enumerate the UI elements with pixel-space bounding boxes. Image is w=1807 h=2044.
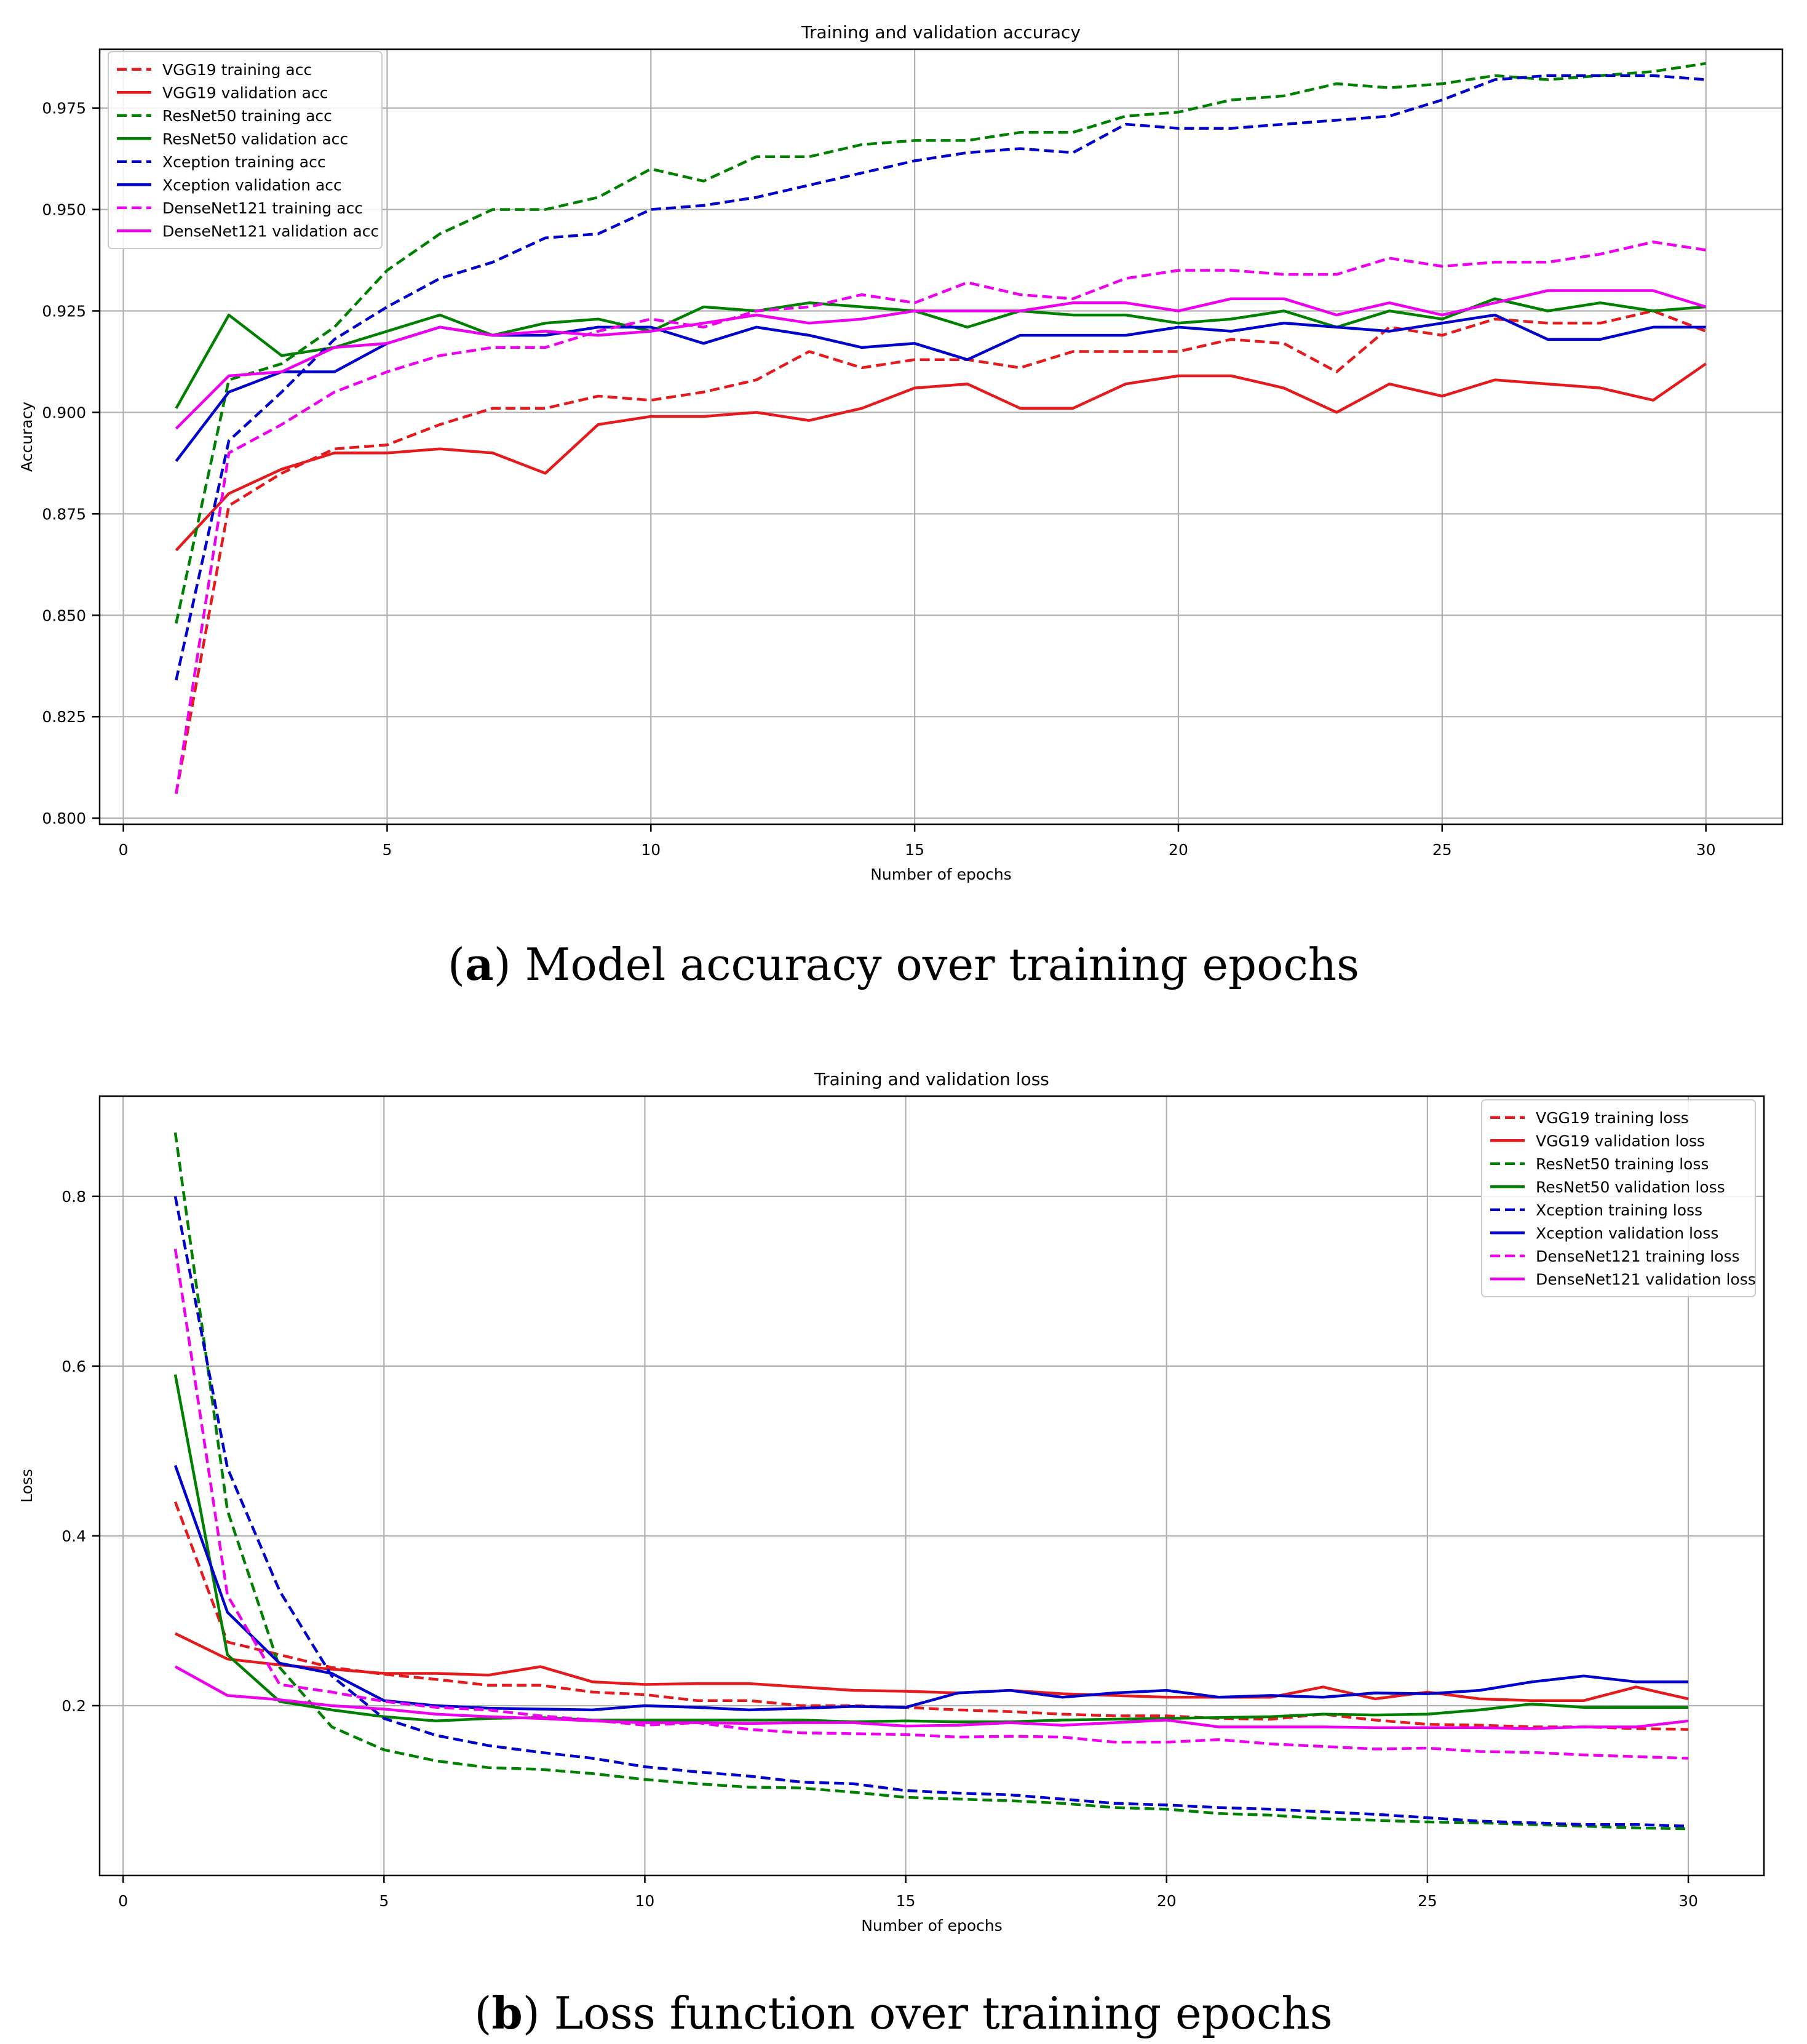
legend-box — [108, 51, 383, 249]
series-line-acc-7 — [175, 289, 1707, 430]
y-tick-label: 0.850 — [42, 606, 86, 624]
y-tick-label: 0.950 — [42, 201, 86, 219]
series-line-loss-0 — [173, 1501, 1689, 1731]
x-tick-label: 0 — [119, 841, 129, 859]
legend-label: Xception training acc — [162, 153, 326, 171]
series-line-acc-4 — [175, 74, 1706, 681]
legend-label: VGG19 validation loss — [1536, 1132, 1705, 1150]
series-line-acc-2 — [175, 62, 1706, 624]
legend-box — [1481, 1099, 1756, 1297]
legend-label: ResNet50 training loss — [1536, 1155, 1709, 1173]
x-tick-label: 15 — [905, 841, 924, 859]
x-tick-label: 20 — [1157, 1892, 1177, 1910]
y-tick-label: 0.925 — [42, 302, 86, 320]
chart-acc: 0 5 10 15 20 25 30 0.800 0.825 0.850 0.875 0.900 0.9… — [18, 22, 1784, 883]
x-tick-label: 5 — [379, 1892, 389, 1910]
legend-label: VGG19 training acc — [162, 61, 312, 79]
caption-a-letter: a — [464, 938, 494, 990]
y-tick-label: 0.800 — [42, 809, 86, 827]
legend-label: DenseNet121 validation acc — [162, 222, 379, 240]
caption-b-letter: b — [491, 1987, 523, 2039]
chart-title: Training and validation loss — [814, 1069, 1049, 1089]
x-tick-label: 10 — [635, 1892, 655, 1910]
legend-label: ResNet50 validation loss — [1536, 1178, 1725, 1196]
caption-a: (a) Model accuracy over training epochs — [447, 938, 1360, 990]
x-tick-label: 30 — [1696, 841, 1716, 859]
legend-label: ResNet50 validation acc — [162, 130, 348, 148]
series-line-acc-1 — [175, 362, 1707, 552]
x-axis-label: Number of epochs — [861, 1917, 1003, 1935]
x-tick-label: 25 — [1432, 841, 1452, 859]
legend-label: VGG19 validation acc — [162, 84, 328, 101]
legend-label: ResNet50 training acc — [162, 107, 332, 125]
y-tick-label: 0.6 — [62, 1358, 86, 1375]
x-tick-label: 20 — [1169, 841, 1188, 859]
y-tick-label: 0.825 — [42, 708, 86, 726]
x-tick-label: 25 — [1418, 1892, 1437, 1910]
legend: VGG19 training loss VGG19 validation loss… — [1481, 1099, 1756, 1297]
series-line-acc-0 — [175, 309, 1707, 794]
y-axis-label: Accuracy — [18, 402, 36, 472]
chart-loss: 0 5 10 15 20 25 30 0.2 0.4 0.6 0.8 Training and val… — [18, 1069, 1765, 1935]
series-line-acc-3 — [175, 297, 1706, 409]
series-line-loss-3 — [173, 1374, 1688, 1724]
x-tick-label: 15 — [896, 1892, 916, 1910]
legend-label: DenseNet121 training loss — [1536, 1247, 1740, 1265]
x-tick-label: 5 — [382, 841, 392, 859]
caption-a-text: Model accuracy over training epochs — [510, 939, 1360, 990]
x-axis-label: Number of epochs — [870, 865, 1012, 883]
y-axis-label: Loss — [18, 1469, 36, 1503]
y-tick-label: 0.2 — [62, 1697, 86, 1715]
legend-label: Xception validation loss — [1536, 1224, 1718, 1242]
series-line-loss-4 — [173, 1196, 1689, 1828]
x-tick-label: 10 — [641, 841, 661, 859]
caption-b: (b) Loss function over training epochs — [474, 1987, 1333, 2039]
y-tick-label: 0.8 — [62, 1188, 86, 1206]
series-line-loss-5 — [173, 1465, 1688, 1712]
series-line-loss-7 — [174, 1665, 1689, 1730]
legend-label: DenseNet121 validation loss — [1536, 1270, 1756, 1288]
series-line-loss-6 — [173, 1249, 1689, 1760]
y-tick-label: 0.4 — [62, 1527, 86, 1545]
plot-frame — [98, 48, 1784, 825]
series-line-acc-6 — [175, 241, 1706, 794]
y-tick-label: 0.975 — [42, 100, 86, 117]
legend-label: Xception validation acc — [162, 176, 342, 194]
y-tick-label: 0.900 — [42, 404, 86, 421]
y-tick-label: 0.875 — [42, 505, 86, 523]
legend: VGG19 training acc VGG19 validation acc Re… — [108, 51, 383, 249]
legend-label: Xception training loss — [1536, 1201, 1702, 1219]
legend-label: VGG19 training loss — [1536, 1109, 1689, 1127]
legend-label: DenseNet121 training acc — [162, 199, 363, 217]
series-line-loss-2 — [173, 1132, 1689, 1831]
x-tick-label: 30 — [1678, 1892, 1698, 1910]
chart-title: Training and validation accuracy — [801, 22, 1081, 42]
x-tick-label: 0 — [118, 1892, 128, 1910]
caption-b-text: Loss function over training epochs — [539, 1987, 1333, 2039]
plot-frame — [98, 1095, 1765, 1877]
